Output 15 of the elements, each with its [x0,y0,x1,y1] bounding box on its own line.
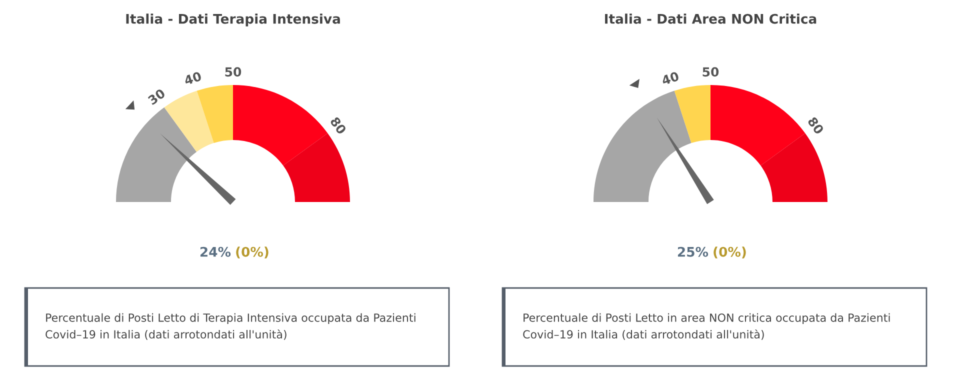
slice-label: 40 [661,71,680,86]
slice-label: 80 [330,116,347,135]
slice-label: 30 [147,88,166,106]
slice-label: 50 [702,67,719,77]
chart-title: Italia - Dati Terapia Intensiva [126,14,340,26]
slice-label: 40 [184,71,202,86]
chart-title: Italia - Dati Area NON Critica [605,14,816,24]
text: Percentuale di Posti Letto di Terapia Intensiva occupata da Pazienti Covid–19 in Italia (dati arrotondati all'unità) [46,313,416,340]
slice-label: 80 [807,116,824,135]
text: Percentuale di Posti Letto in area NON critica occupata da Pazienti Covid–19 in Italia (dati arrotondati all'unità) [523,313,890,340]
text: (0%) [236,246,268,258]
text: 24% [200,246,231,257]
slice-label: 50 [225,67,242,77]
text: 25% [678,246,708,257]
text: (0%) [714,246,746,258]
